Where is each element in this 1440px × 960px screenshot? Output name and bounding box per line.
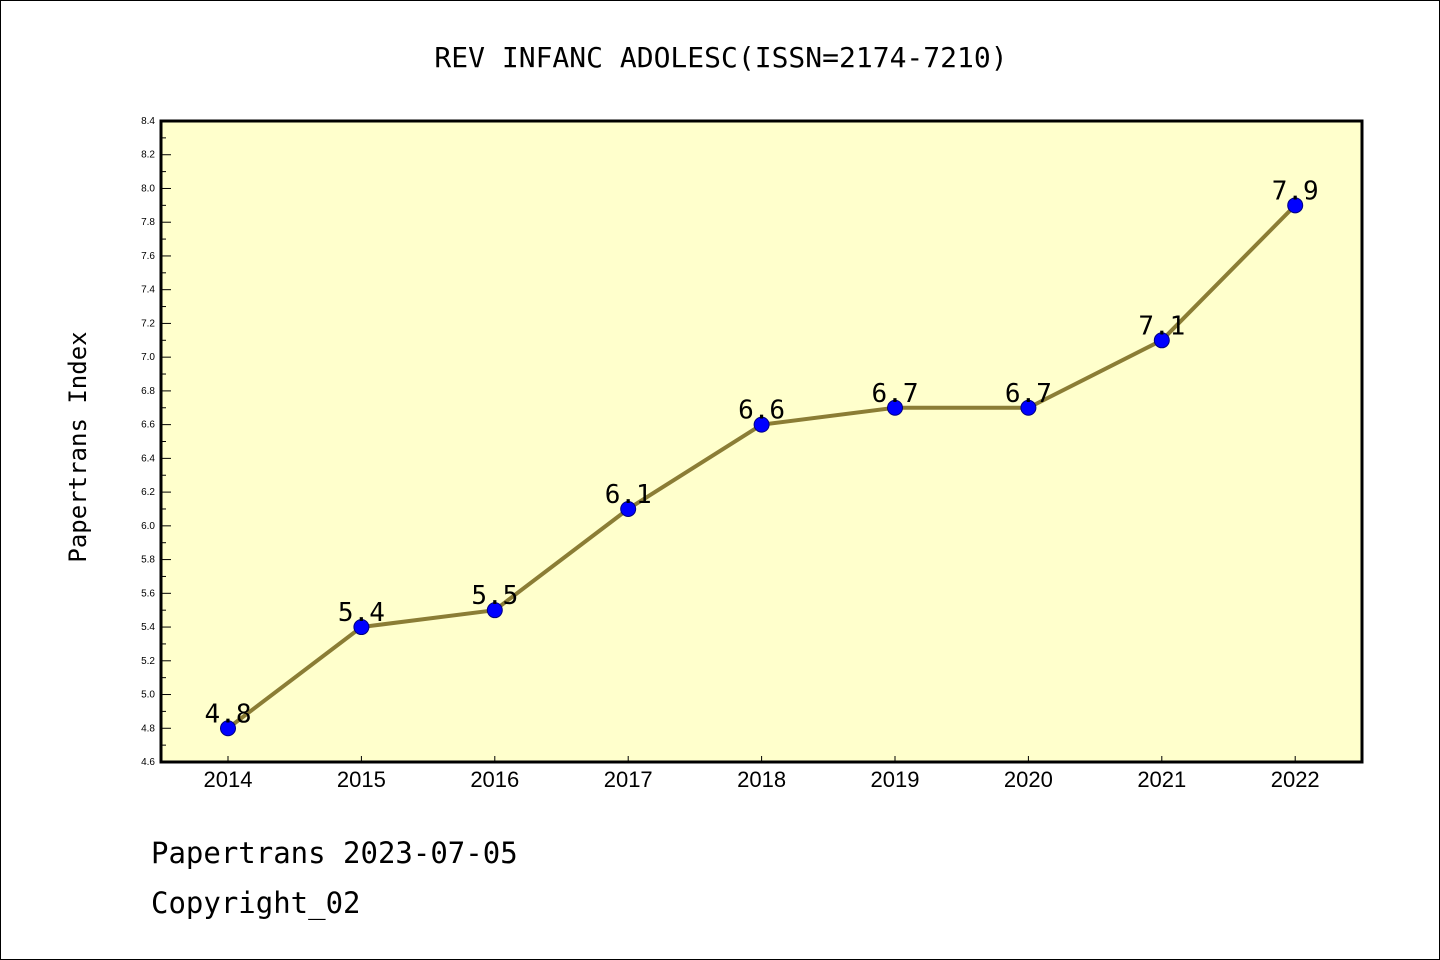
x-tick-label: 2017 [604, 767, 653, 792]
x-tick-label: 2015 [337, 767, 386, 792]
y-tick-label: 8.2 [141, 150, 155, 161]
x-tick-label: 2020 [1004, 767, 1053, 792]
y-tick-label: 7.2 [141, 318, 155, 329]
y-tick-label: 7.6 [141, 251, 155, 262]
x-tick-label: 2021 [1137, 767, 1186, 792]
x-tick-label: 2018 [737, 767, 786, 792]
y-tick-label: 5.2 [141, 656, 155, 667]
y-tick-label: 6.4 [141, 453, 155, 464]
data-label: 6.6 [738, 396, 785, 426]
data-point [620, 500, 637, 517]
y-tick-label: 8.0 [141, 183, 155, 194]
y-tick-label: 4.8 [141, 723, 155, 734]
chart-title: REV INFANC ADOLESC(ISSN=2174-7210) [434, 41, 1007, 74]
x-tick-label: 2022 [1271, 767, 1320, 792]
y-tick-label: 4.6 [141, 757, 155, 768]
y-tick-label: 8.4 [141, 116, 155, 127]
data-label: 7.1 [1138, 311, 1185, 341]
y-tick-label: 7.4 [141, 285, 155, 296]
labels-layer: 4.6 4.8 5.0 5.2 5.4 5.6 5.8 6.0 6.2 6.4 6.6 6.8 7.0 7… [141, 116, 1320, 792]
data-point [220, 720, 236, 737]
y-axis-label: Papertrans Index [64, 331, 92, 562]
series-layer [220, 197, 1304, 737]
data-point [1020, 399, 1037, 416]
x-tick-label: 2014 [204, 767, 253, 792]
x-tick-label: 2016 [470, 767, 519, 792]
data-label: 5.5 [471, 581, 518, 611]
data-label: 7.9 [1272, 176, 1319, 206]
data-point [353, 619, 370, 636]
y-tick-label: 5.6 [141, 588, 155, 599]
x-tick-label: 2019 [871, 767, 920, 792]
footer-date-text: Papertrans 2023-07-05 [151, 836, 518, 870]
data-label: 6.1 [605, 480, 652, 510]
y-tick-label: 6.2 [141, 487, 155, 498]
y-tick-label: 6.6 [141, 420, 155, 431]
footer-copyright-text: Copyright_02 [151, 886, 361, 920]
y-tick-label: 5.0 [141, 690, 155, 701]
data-label: 5.4 [338, 598, 385, 628]
y-tick-label: 6.8 [141, 386, 155, 397]
y-tick-label: 6.0 [141, 521, 155, 532]
y-tick-label: 7.8 [141, 217, 155, 228]
data-label: 6.7 [872, 379, 919, 409]
ticks-layer [161, 120, 1296, 763]
data-label: 4.8 [205, 699, 252, 729]
data-point [1287, 197, 1304, 214]
y-tick-label: 5.8 [141, 555, 155, 566]
plot-area [159, 119, 1364, 764]
y-tick-label: 5.4 [141, 622, 155, 633]
data-point [486, 602, 503, 619]
data-label: 6.7 [1005, 379, 1052, 409]
data-point [753, 416, 770, 433]
data-point [887, 399, 903, 416]
y-tick-label: 7.0 [141, 352, 155, 363]
data-point [1153, 332, 1170, 349]
